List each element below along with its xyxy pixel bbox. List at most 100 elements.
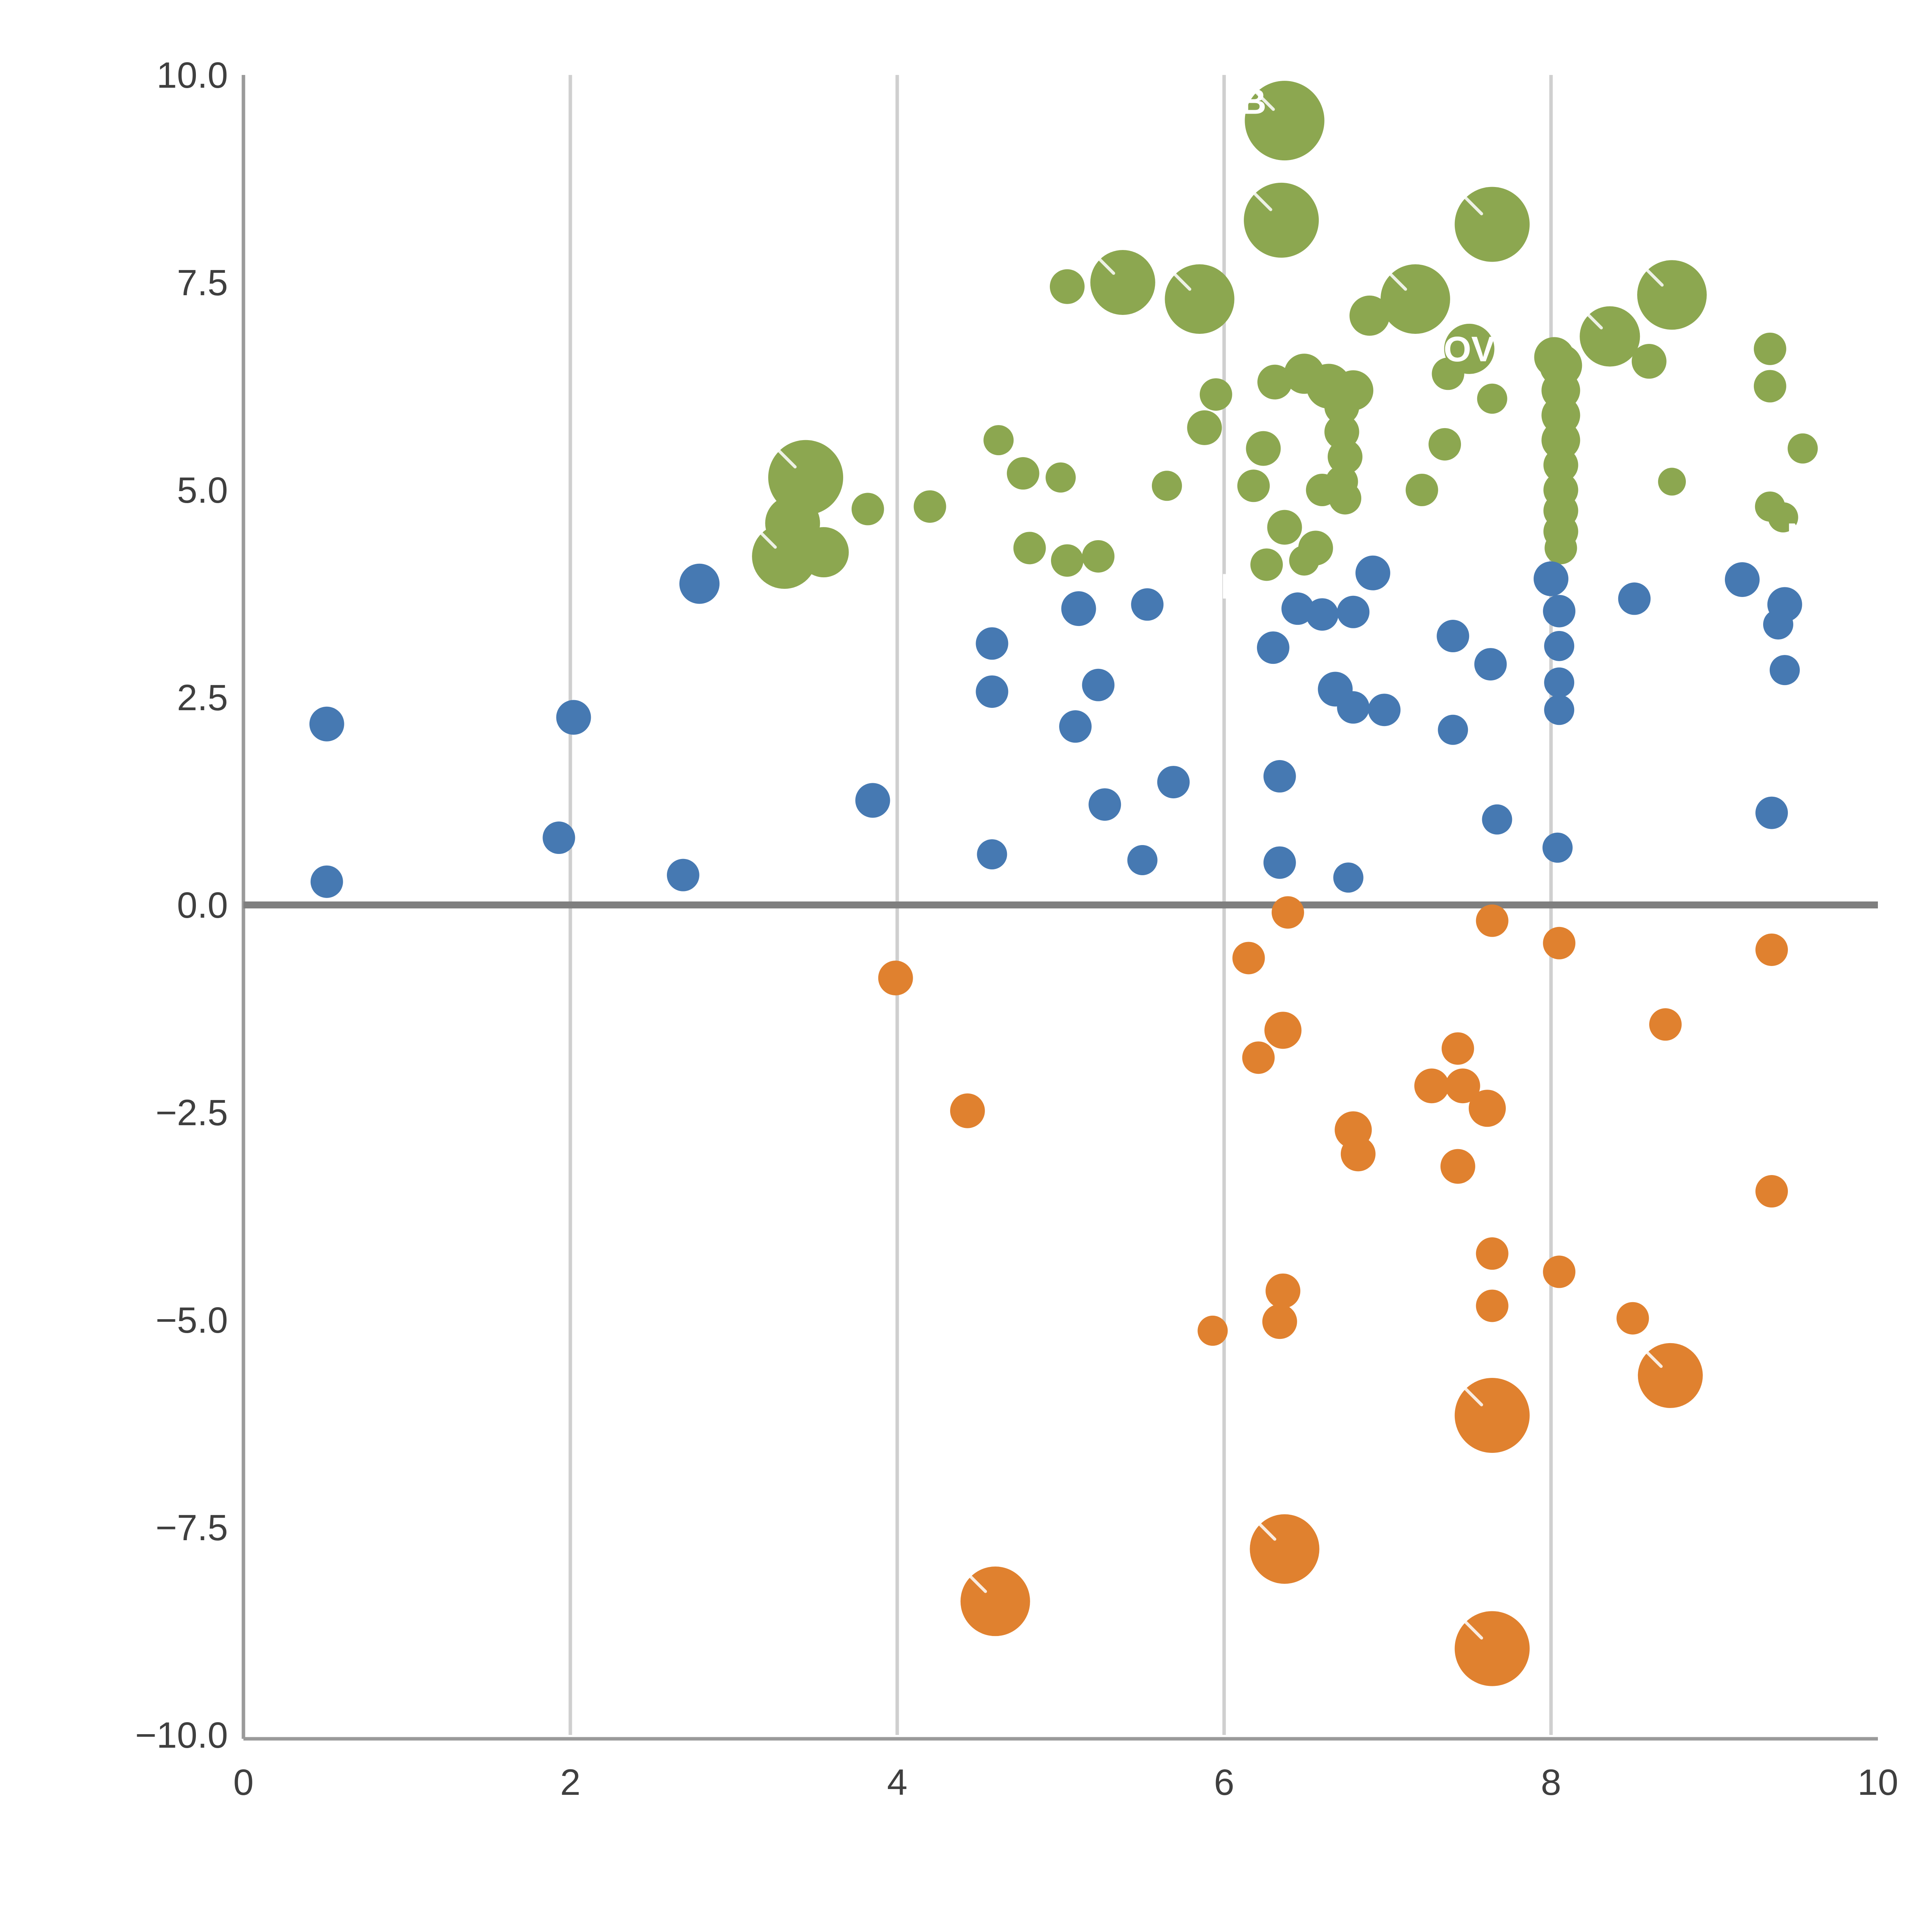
blue-bubble[interactable] xyxy=(1534,561,1568,596)
orange-bubble[interactable] xyxy=(1476,1237,1509,1270)
orange-bubble[interactable] xyxy=(1264,1012,1302,1049)
blue-bubble[interactable] xyxy=(556,700,591,735)
green-bubble[interactable] xyxy=(1324,389,1359,425)
blue-bubble[interactable] xyxy=(976,627,1009,660)
blue-bubble[interactable] xyxy=(1281,592,1314,625)
orange-bubble[interactable] xyxy=(1441,1032,1474,1065)
blue-bubble[interactable] xyxy=(1127,845,1158,876)
blue-bubble[interactable] xyxy=(1438,714,1468,745)
green-bubble[interactable] xyxy=(1753,332,1786,365)
orange-bubble[interactable] xyxy=(1340,1136,1376,1172)
blue-bubble[interactable] xyxy=(1544,695,1575,725)
green-bubble[interactable] xyxy=(1477,383,1507,414)
blue-bubble[interactable] xyxy=(1333,862,1364,893)
orange-bubble[interactable] xyxy=(1262,1304,1297,1339)
green-bubble[interactable] xyxy=(1768,502,1798,532)
blue-bubble[interactable] xyxy=(1337,595,1370,628)
orange-bubble[interactable] xyxy=(1476,904,1509,937)
blue-bubble[interactable] xyxy=(1474,648,1507,681)
green-bubble[interactable] xyxy=(1007,457,1039,490)
blue-bubble[interactable] xyxy=(977,839,1007,869)
green-bubble[interactable] xyxy=(1787,433,1818,464)
blue-bubble[interactable] xyxy=(976,675,1009,708)
blue-bubble[interactable] xyxy=(1355,555,1390,590)
green-bubble[interactable] xyxy=(983,425,1014,456)
orange-bubble[interactable] xyxy=(1543,927,1576,959)
green-bubble[interactable] xyxy=(1658,468,1686,496)
green-bubble[interactable] xyxy=(1267,510,1302,545)
green-bubble[interactable] xyxy=(1046,462,1076,493)
green-bubble[interactable] xyxy=(798,527,849,578)
blue-bubble[interactable] xyxy=(309,706,344,742)
blue-bubble[interactable] xyxy=(1306,598,1338,631)
blue-bubble[interactable] xyxy=(1769,655,1800,685)
blue-bubble[interactable] xyxy=(667,859,699,891)
orange-bubble[interactable] xyxy=(1242,1041,1275,1074)
orange-bubble[interactable] xyxy=(1232,942,1265,975)
green-bubble[interactable] xyxy=(1250,548,1283,581)
blue-bubble[interactable] xyxy=(1437,620,1469,653)
green-bubble[interactable] xyxy=(1151,471,1182,501)
orange-bubble[interactable] xyxy=(1414,1068,1449,1104)
blue-bubble[interactable] xyxy=(1263,846,1296,879)
orange-bubble[interactable] xyxy=(1197,1315,1228,1346)
orange-bubble[interactable] xyxy=(1616,1302,1649,1335)
blue-bubble[interactable] xyxy=(679,563,720,604)
orange-bubble[interactable] xyxy=(1440,1149,1475,1184)
orange-bubble[interactable] xyxy=(1271,896,1304,929)
blue-bubble[interactable] xyxy=(1059,710,1092,743)
orange-bubble[interactable] xyxy=(950,1093,985,1128)
green-bubble[interactable] xyxy=(1429,428,1461,461)
orange-bubble[interactable] xyxy=(1476,1289,1509,1322)
blue-bubble[interactable] xyxy=(1061,591,1096,626)
blue-bubble[interactable] xyxy=(1544,631,1575,661)
green-bubble[interactable] xyxy=(1328,439,1363,474)
blue-bubble[interactable] xyxy=(855,783,890,818)
green-bubble[interactable] xyxy=(1199,378,1232,411)
green-bubble[interactable] xyxy=(1246,431,1281,466)
blue-bubble[interactable] xyxy=(543,821,575,854)
blue-bubble[interactable] xyxy=(1263,760,1296,793)
green-bubble[interactable] xyxy=(1257,364,1293,400)
blue-bubble[interactable] xyxy=(1088,788,1121,821)
orange-bubble[interactable] xyxy=(1755,1175,1788,1208)
blue-bubble[interactable] xyxy=(1618,582,1651,615)
green-bubble[interactable] xyxy=(1405,474,1438,506)
green-bubble[interactable] xyxy=(913,490,946,523)
green-bubble[interactable] xyxy=(1289,545,1320,576)
blue-bubble[interactable] xyxy=(1157,766,1190,799)
blue-bubble[interactable] xyxy=(1082,668,1115,701)
blue-bubble[interactable] xyxy=(310,865,343,898)
blue-bubble[interactable] xyxy=(1755,796,1788,829)
orange-bubble[interactable] xyxy=(1543,1255,1576,1288)
green-bubble[interactable] xyxy=(1237,469,1270,502)
green-bubble[interactable] xyxy=(1432,357,1464,390)
blue-bubble[interactable] xyxy=(1725,562,1760,597)
green-bubble[interactable] xyxy=(1187,410,1222,445)
blue-bubble[interactable] xyxy=(1543,595,1576,628)
green-bubble[interactable] xyxy=(1051,544,1083,577)
blue-bubble[interactable] xyxy=(1763,609,1793,639)
green-bubble[interactable] xyxy=(1543,447,1578,483)
orange-bubble[interactable] xyxy=(1445,1068,1480,1104)
green-bubble[interactable] xyxy=(1349,295,1390,336)
green-bubble[interactable] xyxy=(1541,421,1580,460)
green-bubble[interactable] xyxy=(1049,269,1085,304)
green-bubble[interactable] xyxy=(1306,474,1338,506)
green-bubble[interactable] xyxy=(851,493,884,526)
orange-bubble[interactable] xyxy=(1649,1008,1682,1041)
blue-bubble[interactable] xyxy=(1131,588,1164,621)
green-bubble[interactable] xyxy=(1082,540,1115,573)
blue-bubble[interactable] xyxy=(1257,631,1289,664)
orange-bubble[interactable] xyxy=(1755,933,1788,966)
green-bubble[interactable] xyxy=(1544,532,1577,565)
green-bubble[interactable] xyxy=(1753,370,1786,403)
green-bubble[interactable] xyxy=(1631,344,1667,379)
blue-bubble[interactable] xyxy=(1337,691,1370,724)
orange-bubble[interactable] xyxy=(1469,1090,1506,1127)
green-bubble[interactable] xyxy=(1013,532,1046,565)
blue-bubble[interactable] xyxy=(1368,694,1401,726)
blue-bubble[interactable] xyxy=(1542,832,1573,863)
blue-bubble[interactable] xyxy=(1482,804,1512,835)
orange-bubble[interactable] xyxy=(1265,1273,1301,1308)
